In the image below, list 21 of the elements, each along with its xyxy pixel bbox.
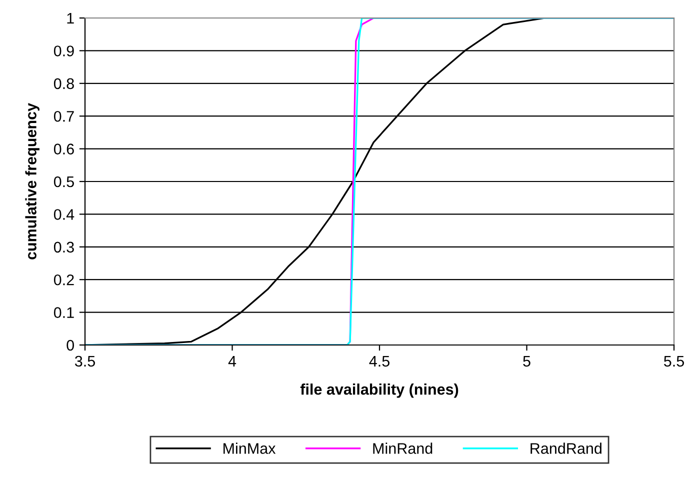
y-tick-label: 0.8 <box>54 78 74 90</box>
x-tick-label: 4 <box>228 356 236 366</box>
legend-label: RandRand <box>530 442 602 454</box>
x-tick-label: 3.5 <box>74 356 95 367</box>
x-tick-label: 5.5 <box>664 356 684 367</box>
y-tick-label: 0.5 <box>54 176 74 188</box>
x-tick-label: 5 <box>523 356 530 367</box>
y-tick-label: 0.7 <box>54 110 74 122</box>
y-tick-label: 0.9 <box>54 46 74 56</box>
legend-label: MinRand <box>373 442 432 454</box>
legend-label: MinMax <box>224 442 276 454</box>
x-tick-label: 4.5 <box>369 356 390 367</box>
y-tick-label: 0.6 <box>54 144 74 154</box>
y-axis-title: cumulative frequency <box>25 103 40 260</box>
y-tick-label: 0.1 <box>54 307 74 318</box>
y-tick-label: 1 <box>67 13 74 24</box>
x-axis-title: file availability (nines) <box>300 384 458 398</box>
y-tick-label: 0.2 <box>54 274 74 286</box>
y-tick-label: 0.4 <box>54 209 74 220</box>
y-tick-label: 0.3 <box>54 242 74 253</box>
y-tick-label: 0 <box>66 340 74 351</box>
